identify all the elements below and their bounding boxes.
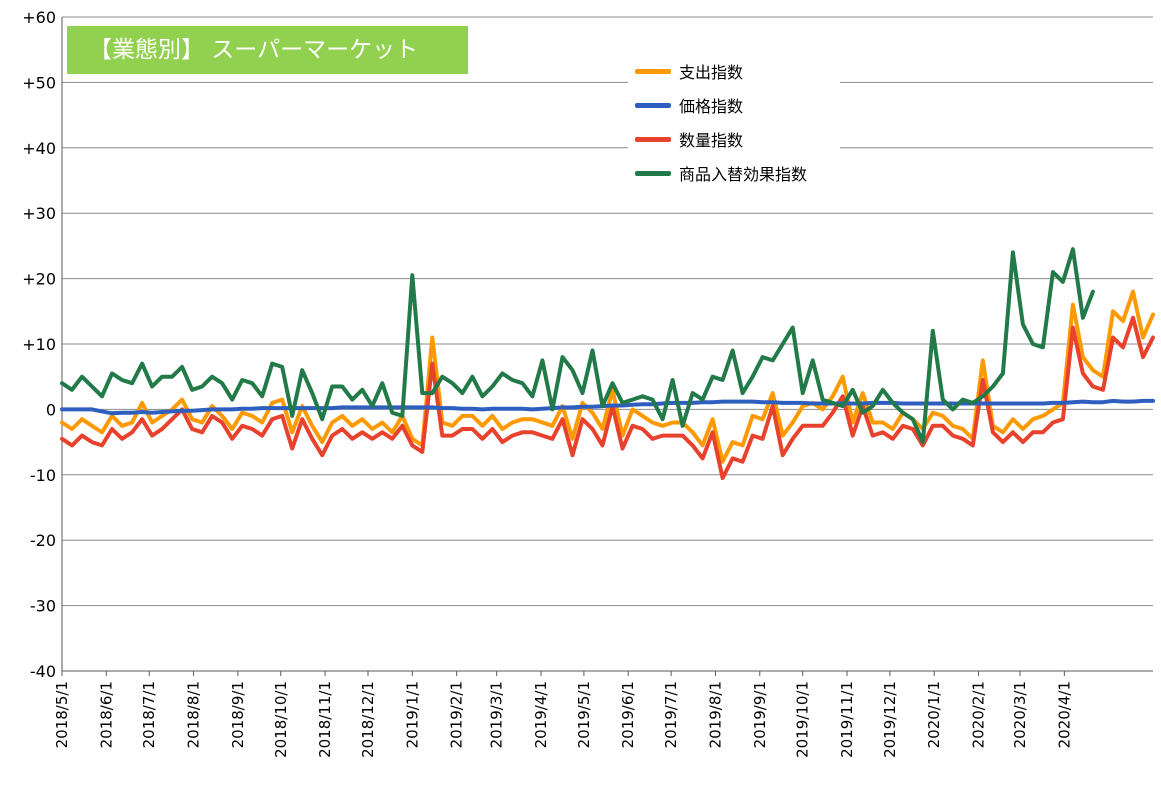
legend-label-spending: 支出指数 <box>679 63 744 82</box>
x-tick-labels: 2018/5/1 2018/6/1 2018/7/1 2018/8/1 2018/9/1… <box>53 681 1073 758</box>
x-tick-label: 2018/5/1 <box>53 681 71 748</box>
y-tick-label: +20 <box>22 270 56 289</box>
y-tick-label: -20 <box>30 531 56 550</box>
x-tick-label: 2018/8/1 <box>185 681 203 748</box>
legend-item-product-replacement: 商品入替効果指数 <box>635 158 807 188</box>
y-tick-labels: +60 +50 +40 +30 +20 +10 0 -10 -20 -30 -40 <box>22 8 56 681</box>
x-tick-label: 2019/2/1 <box>448 681 466 748</box>
x-tick-label: 2019/10/1 <box>794 681 812 758</box>
x-tick-label: 2019/5/1 <box>575 681 593 748</box>
x-tick-label: 2019/6/1 <box>619 681 637 748</box>
axes <box>61 17 1153 676</box>
legend-item-price: 価格指数 <box>635 90 743 120</box>
x-tick-label: 2018/11/1 <box>316 681 334 758</box>
x-tick-label: 2020/1/1 <box>925 681 943 748</box>
legend-swatch-product-replacement <box>635 170 671 176</box>
x-tick-label: 2018/7/1 <box>140 681 158 748</box>
y-tick-label: +10 <box>22 335 56 354</box>
y-tick-label: -10 <box>30 466 56 485</box>
x-tick-label: 2018/12/1 <box>359 681 377 758</box>
x-tick-label: 2018/6/1 <box>97 681 115 748</box>
series-lines <box>60 247 1155 481</box>
x-tick-label: 2019/9/1 <box>751 681 769 748</box>
x-tick-label: 2019/3/1 <box>488 681 506 748</box>
x-tick-label: 2018/10/1 <box>272 681 290 758</box>
x-tick-label: 2020/2/1 <box>970 681 988 748</box>
y-tick-label: +30 <box>22 204 56 223</box>
x-tick-label: 2019/1/1 <box>403 681 421 748</box>
y-tick-label: +50 <box>22 73 56 92</box>
legend-swatch-spending <box>635 68 671 74</box>
y-tick-label: +40 <box>22 139 56 158</box>
legend-item-quantity: 数量指数 <box>635 124 743 154</box>
quantity-index-line <box>60 315 1155 481</box>
y-tick-label: 0 <box>46 400 56 419</box>
x-tick-label: 2019/7/1 <box>662 681 680 748</box>
y-tick-label: +60 <box>22 8 56 27</box>
legend-swatch-quantity <box>635 136 671 142</box>
product-replacement-index-line <box>60 247 1095 445</box>
y-tick-label: -30 <box>30 597 56 616</box>
x-tick-label: 2019/11/1 <box>838 681 856 758</box>
x-tick-label: 2019/8/1 <box>706 681 724 748</box>
x-tick-label: 2018/9/1 <box>229 681 247 748</box>
x-tick-label: 2019/4/1 <box>532 681 550 748</box>
x-tick-label: 2020/3/1 <box>1011 681 1029 748</box>
spending-index-line <box>60 289 1155 464</box>
legend: 支出指数 価格指数 数量指数 商品入替効果指数 <box>628 52 840 202</box>
x-tick-label: 2019/12/1 <box>881 681 899 758</box>
x-tick-label: 2020/4/1 <box>1055 681 1073 748</box>
legend-label-price: 価格指数 <box>679 97 744 116</box>
legend-label-product-replacement: 商品入替効果指数 <box>679 165 808 184</box>
legend-label-quantity: 数量指数 <box>679 131 744 150</box>
chart-title: 【業態別】 スーパーマーケット <box>67 26 468 74</box>
legend-swatch-price <box>635 102 671 108</box>
y-tick-label: -40 <box>30 662 56 681</box>
legend-item-spending: 支出指数 <box>635 56 743 86</box>
gridlines <box>62 16 1153 672</box>
